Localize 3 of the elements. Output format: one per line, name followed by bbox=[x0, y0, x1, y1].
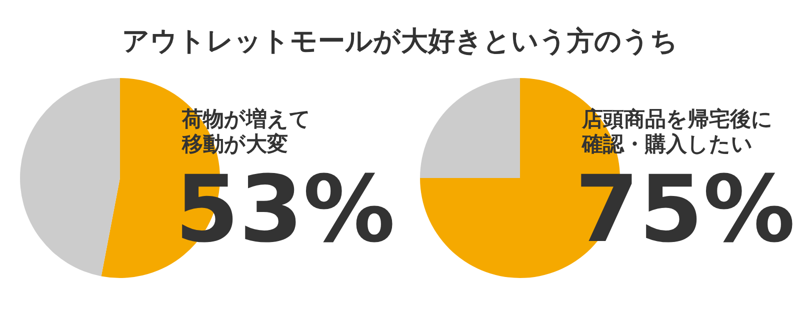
pie-slice bbox=[420, 78, 520, 178]
text: アウトレットモールが大好きという方のうち bbox=[122, 26, 678, 57]
pie-slice bbox=[20, 78, 120, 276]
